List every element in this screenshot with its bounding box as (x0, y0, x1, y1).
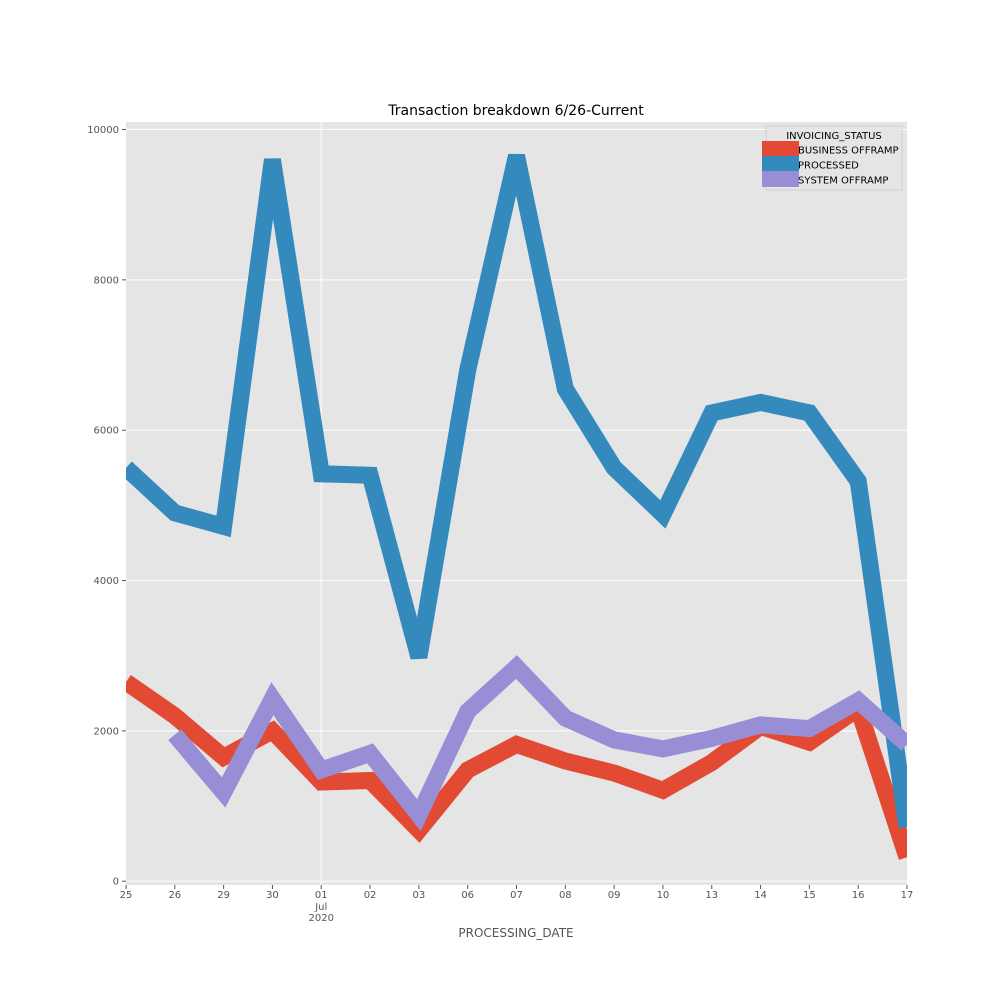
x-tick-label: 25 (120, 890, 133, 901)
x-tick-label: 13 (705, 890, 718, 901)
x-tick-label: 29 (217, 890, 230, 901)
x-tick-label: 16 (852, 890, 865, 901)
legend-label: SYSTEM OFFRAMP (798, 176, 888, 187)
x-tick-label: 14 (754, 890, 767, 901)
x-tick-label: 01 (315, 890, 328, 901)
x-tick-label: 09 (608, 890, 621, 901)
x-tick-label: 10 (657, 890, 670, 901)
legend-swatch (762, 156, 799, 172)
x-tick-label: 08 (559, 890, 572, 901)
series-lines (126, 153, 907, 860)
legend-swatch (762, 171, 799, 187)
x-tick-label: 02 (364, 890, 377, 901)
x-axis-title: PROCESSING_DATE (458, 926, 573, 940)
x-tick-label: 26 (168, 890, 181, 901)
x-axis: 25 26 29 30 01 02 03 06 07 08 09 10 13 14 15 16 17 Jul202… (120, 885, 914, 924)
y-tick-label: 8000 (94, 275, 119, 286)
x-tick-label: 03 (413, 890, 426, 901)
x-tick-label: 06 (461, 890, 474, 901)
y-tick-label: 10000 (87, 125, 119, 136)
y-axis: 0 2000 4000 6000 8000 10000 (87, 125, 126, 888)
y-tick-label: 0 (113, 877, 119, 888)
legend-label: BUSINESS OFFRAMP (798, 146, 899, 157)
y-tick-label: 4000 (94, 576, 119, 587)
x-tick-label: 15 (803, 890, 816, 901)
legend-title: INVOICING_STATUS (786, 131, 882, 142)
series-line-processed (126, 153, 907, 829)
x-tick-label: 07 (510, 890, 523, 901)
x-tick-label: 30 (266, 890, 279, 901)
legend: INVOICING_STATUS BUSINESS OFFRAMP PROCESS… (762, 125, 903, 191)
x-tick-label: 17 (901, 890, 914, 901)
y-tick-label: 2000 (94, 726, 119, 737)
y-tick-label: 6000 (94, 426, 119, 437)
x-tick-sublabel: 2020 (309, 913, 334, 924)
legend-swatch (762, 141, 799, 157)
x-tick-sublabel: Jul (314, 902, 327, 913)
chart-title: Transaction breakdown 6/26-Current (387, 103, 644, 119)
series-line-system-offramp (168, 655, 907, 832)
legend-label: PROCESSED (798, 161, 859, 172)
